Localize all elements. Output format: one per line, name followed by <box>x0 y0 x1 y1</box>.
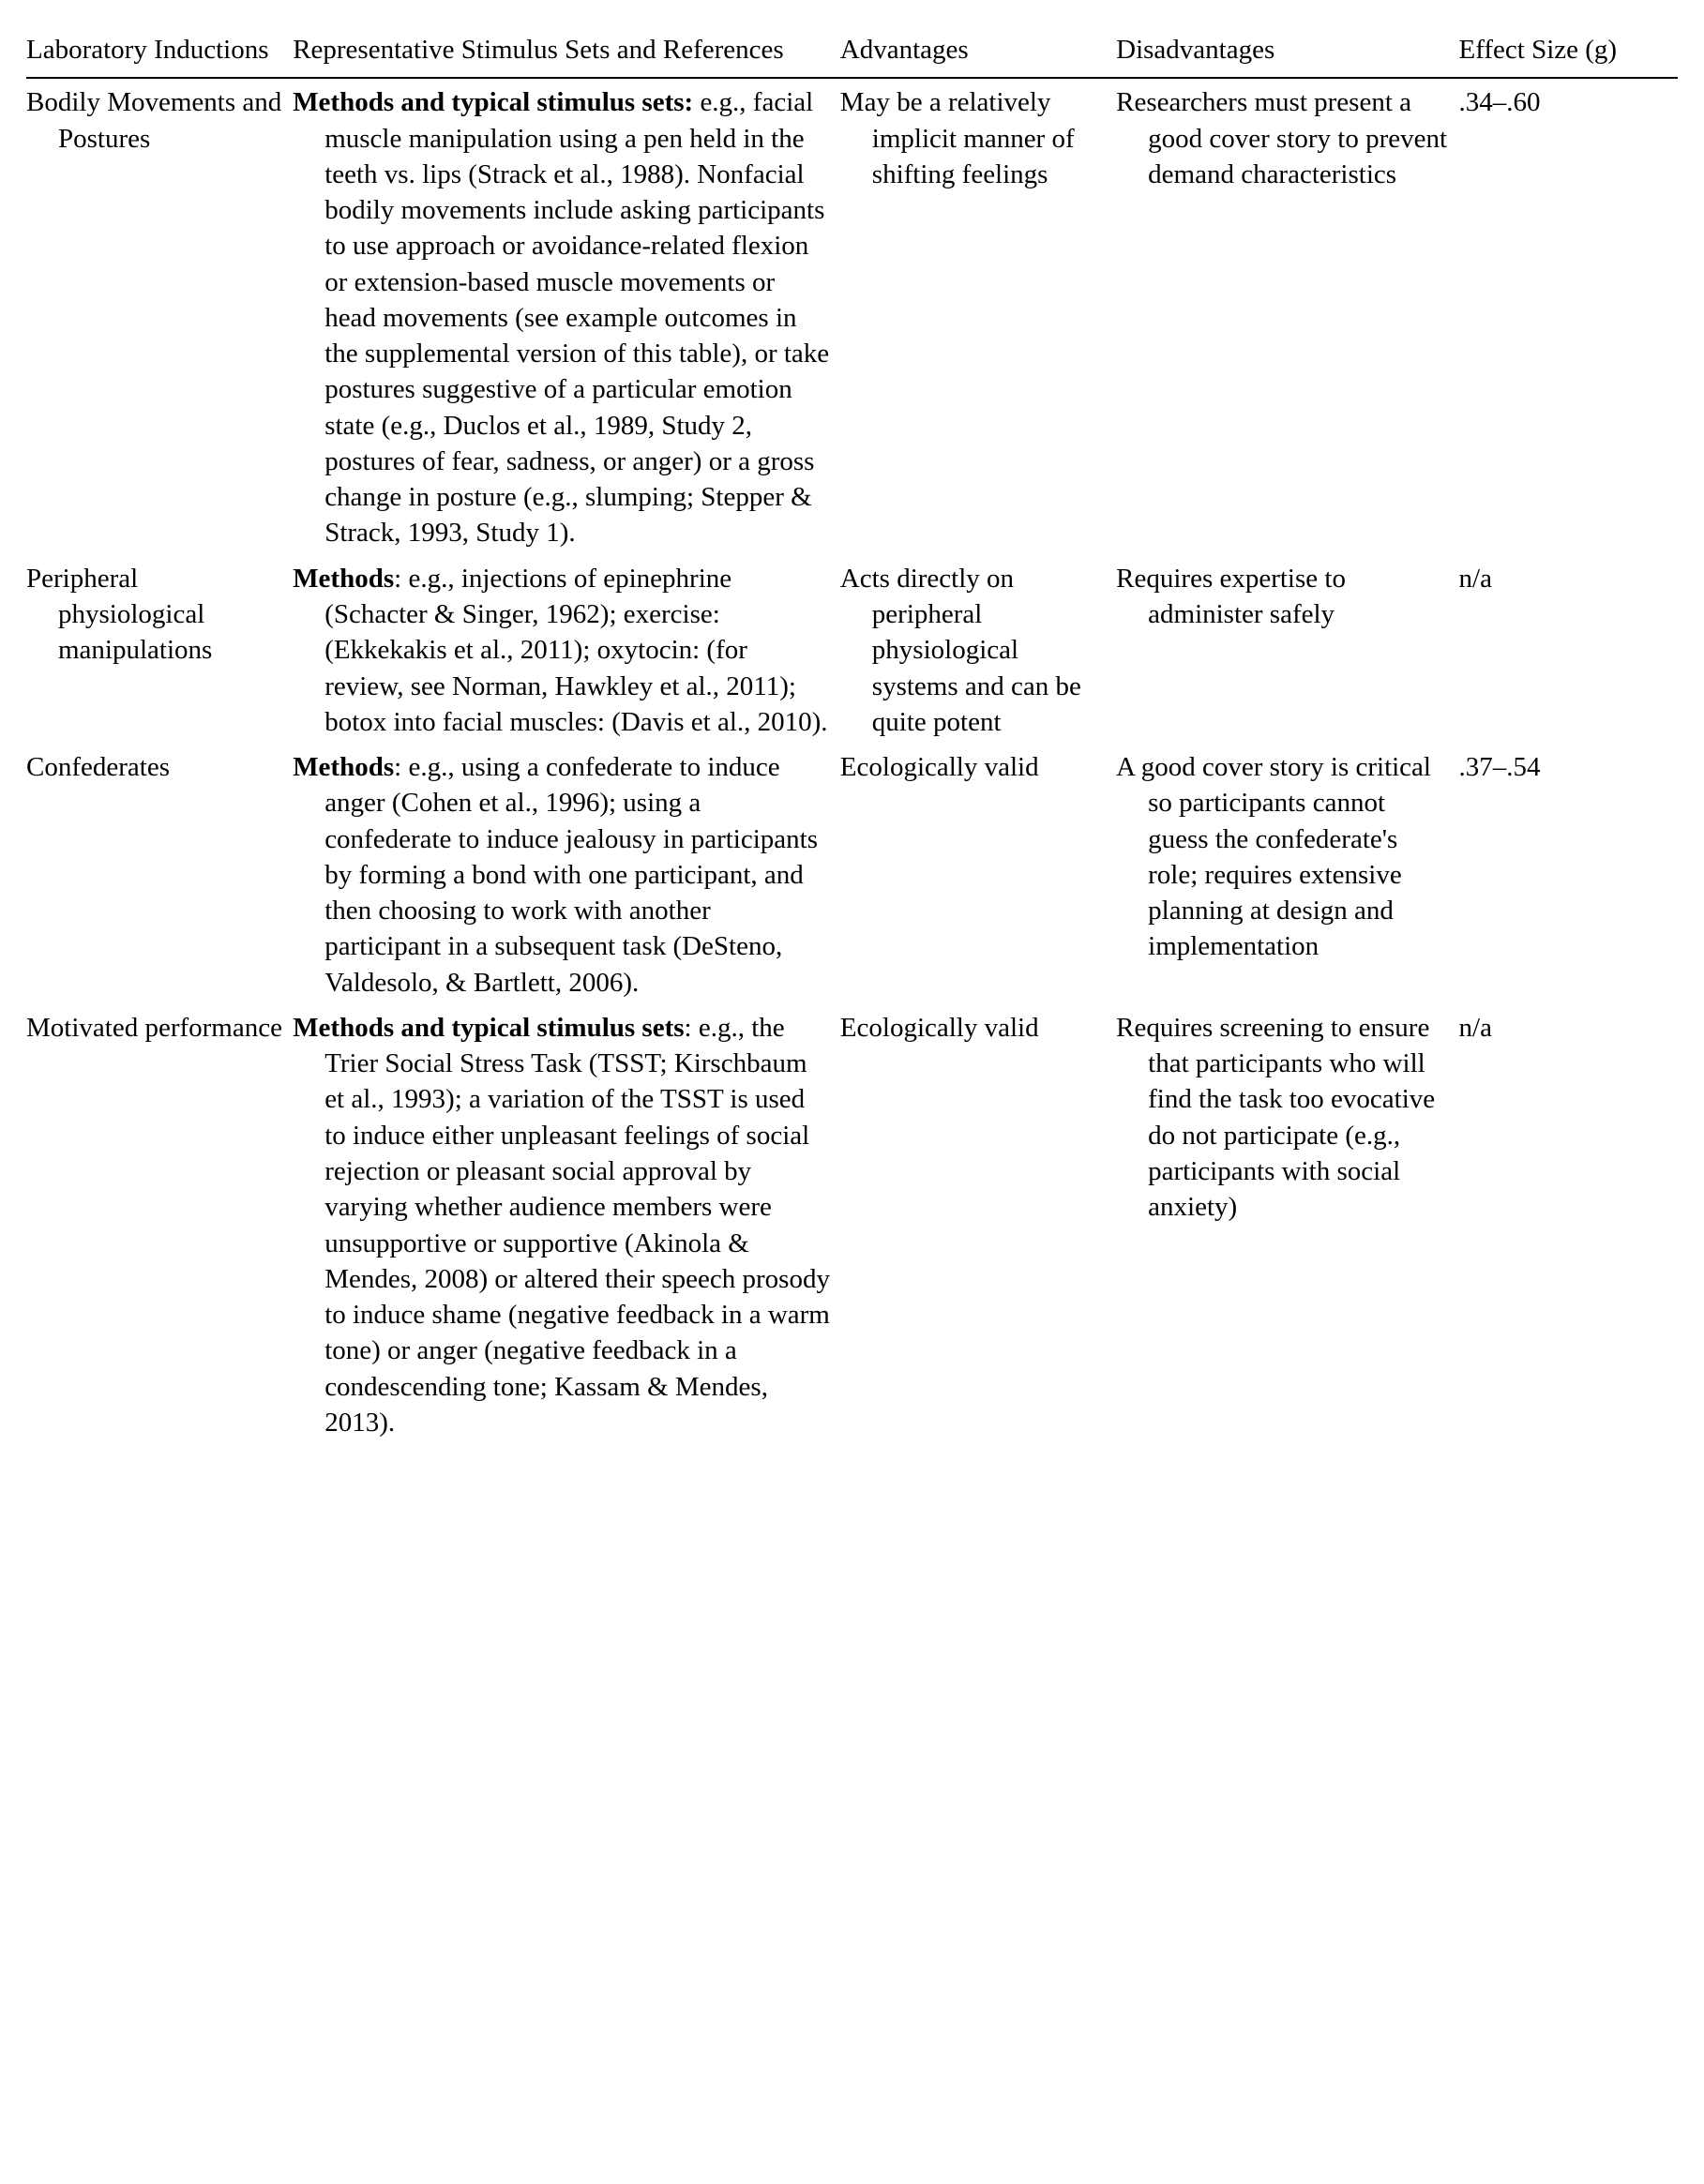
cell-disadvantages: Requires screening to ensure that partic… <box>1116 1004 1458 1444</box>
disadvantages-text: Researchers must present a good cover st… <box>1116 84 1449 192</box>
induction-text: Peripheral physiological manipulations <box>26 561 283 669</box>
induction-text: Motivated performance <box>26 1010 283 1046</box>
cell-advantages: May be a relatively implicit manner of s… <box>840 78 1116 554</box>
induction-text: Confederates <box>26 749 283 785</box>
col-header-effect: Effect Size (g) <box>1459 28 1678 78</box>
cell-induction: Confederates <box>26 744 293 1004</box>
table-row: Motivated performance Methods and typical… <box>26 1004 1678 1444</box>
disadvantages-text: Requires screening to ensure that partic… <box>1116 1010 1449 1226</box>
cell-induction: Bodily Movements and Postures <box>26 78 293 554</box>
table-header-row: Laboratory Inductions Representative Sti… <box>26 28 1678 78</box>
methods-text: Methods and typical stimulus sets: e.g.,… <box>293 84 831 550</box>
methods-lead: Methods and typical stimulus sets <box>293 1013 684 1043</box>
cell-induction: Peripheral physiological manipulations <box>26 555 293 744</box>
advantages-text: Ecologically valid <box>840 749 1107 785</box>
cell-methods: Methods and typical stimulus sets: e.g.,… <box>293 1004 840 1444</box>
laboratory-inductions-table: Laboratory Inductions Representative Sti… <box>26 28 1678 1444</box>
cell-disadvantages: Researchers must present a good cover st… <box>1116 78 1458 554</box>
methods-rest: : e.g., the Trier Social Stress Task (TS… <box>324 1013 830 1438</box>
cell-advantages: Acts directly on peripheral physiologica… <box>840 555 1116 744</box>
cell-effect-size: n/a <box>1459 555 1678 744</box>
table-row: Peripheral physiological manipulationsMe… <box>26 555 1678 744</box>
methods-lead: Methods <box>293 564 394 594</box>
cell-induction: Motivated performance <box>26 1004 293 1444</box>
induction-text: Bodily Movements and Postures <box>26 84 283 157</box>
methods-lead: Methods and typical stimulus sets: <box>293 87 693 117</box>
col-header-disadvantages: Disadvantages <box>1116 28 1458 78</box>
disadvantages-text: Requires expertise to administer safely <box>1116 561 1449 633</box>
methods-rest: e.g., facial muscle manipulation using a… <box>324 87 829 548</box>
methods-text: Methods: e.g., injections of epinephrine… <box>293 561 831 740</box>
cell-advantages: Ecologically valid <box>840 744 1116 1004</box>
table-row: Bodily Movements and PosturesMethods and… <box>26 78 1678 554</box>
cell-advantages: Ecologically valid <box>840 1004 1116 1444</box>
advantages-text: May be a relatively implicit manner of s… <box>840 84 1107 192</box>
advantages-text: Acts directly on peripheral physiologica… <box>840 561 1107 740</box>
methods-rest: : e.g., using a confederate to induce an… <box>324 752 818 998</box>
cell-methods: Methods and typical stimulus sets: e.g.,… <box>293 78 840 554</box>
cell-effect-size: n/a <box>1459 1004 1678 1444</box>
disadvantages-text: A good cover story is critical so partic… <box>1116 749 1449 965</box>
col-header-advantages: Advantages <box>840 28 1116 78</box>
cell-disadvantages: Requires expertise to administer safely <box>1116 555 1458 744</box>
methods-text: Methods: e.g., using a confederate to in… <box>293 749 831 1001</box>
cell-effect-size: .34–.60 <box>1459 78 1678 554</box>
methods-text: Methods and typical stimulus sets: e.g.,… <box>293 1010 831 1440</box>
col-header-methods: Representative Stimulus Sets and Referen… <box>293 28 840 78</box>
table-row: Confederates Methods: e.g., using a confe… <box>26 744 1678 1004</box>
cell-effect-size: .37–.54 <box>1459 744 1678 1004</box>
cell-disadvantages: A good cover story is critical so partic… <box>1116 744 1458 1004</box>
cell-methods: Methods: e.g., injections of epinephrine… <box>293 555 840 744</box>
advantages-text: Ecologically valid <box>840 1010 1107 1046</box>
col-header-induction: Laboratory Inductions <box>26 28 293 78</box>
methods-rest: : e.g., injections of epinephrine (Schac… <box>324 564 827 737</box>
methods-lead: Methods <box>293 752 394 782</box>
cell-methods: Methods: e.g., using a confederate to in… <box>293 744 840 1004</box>
